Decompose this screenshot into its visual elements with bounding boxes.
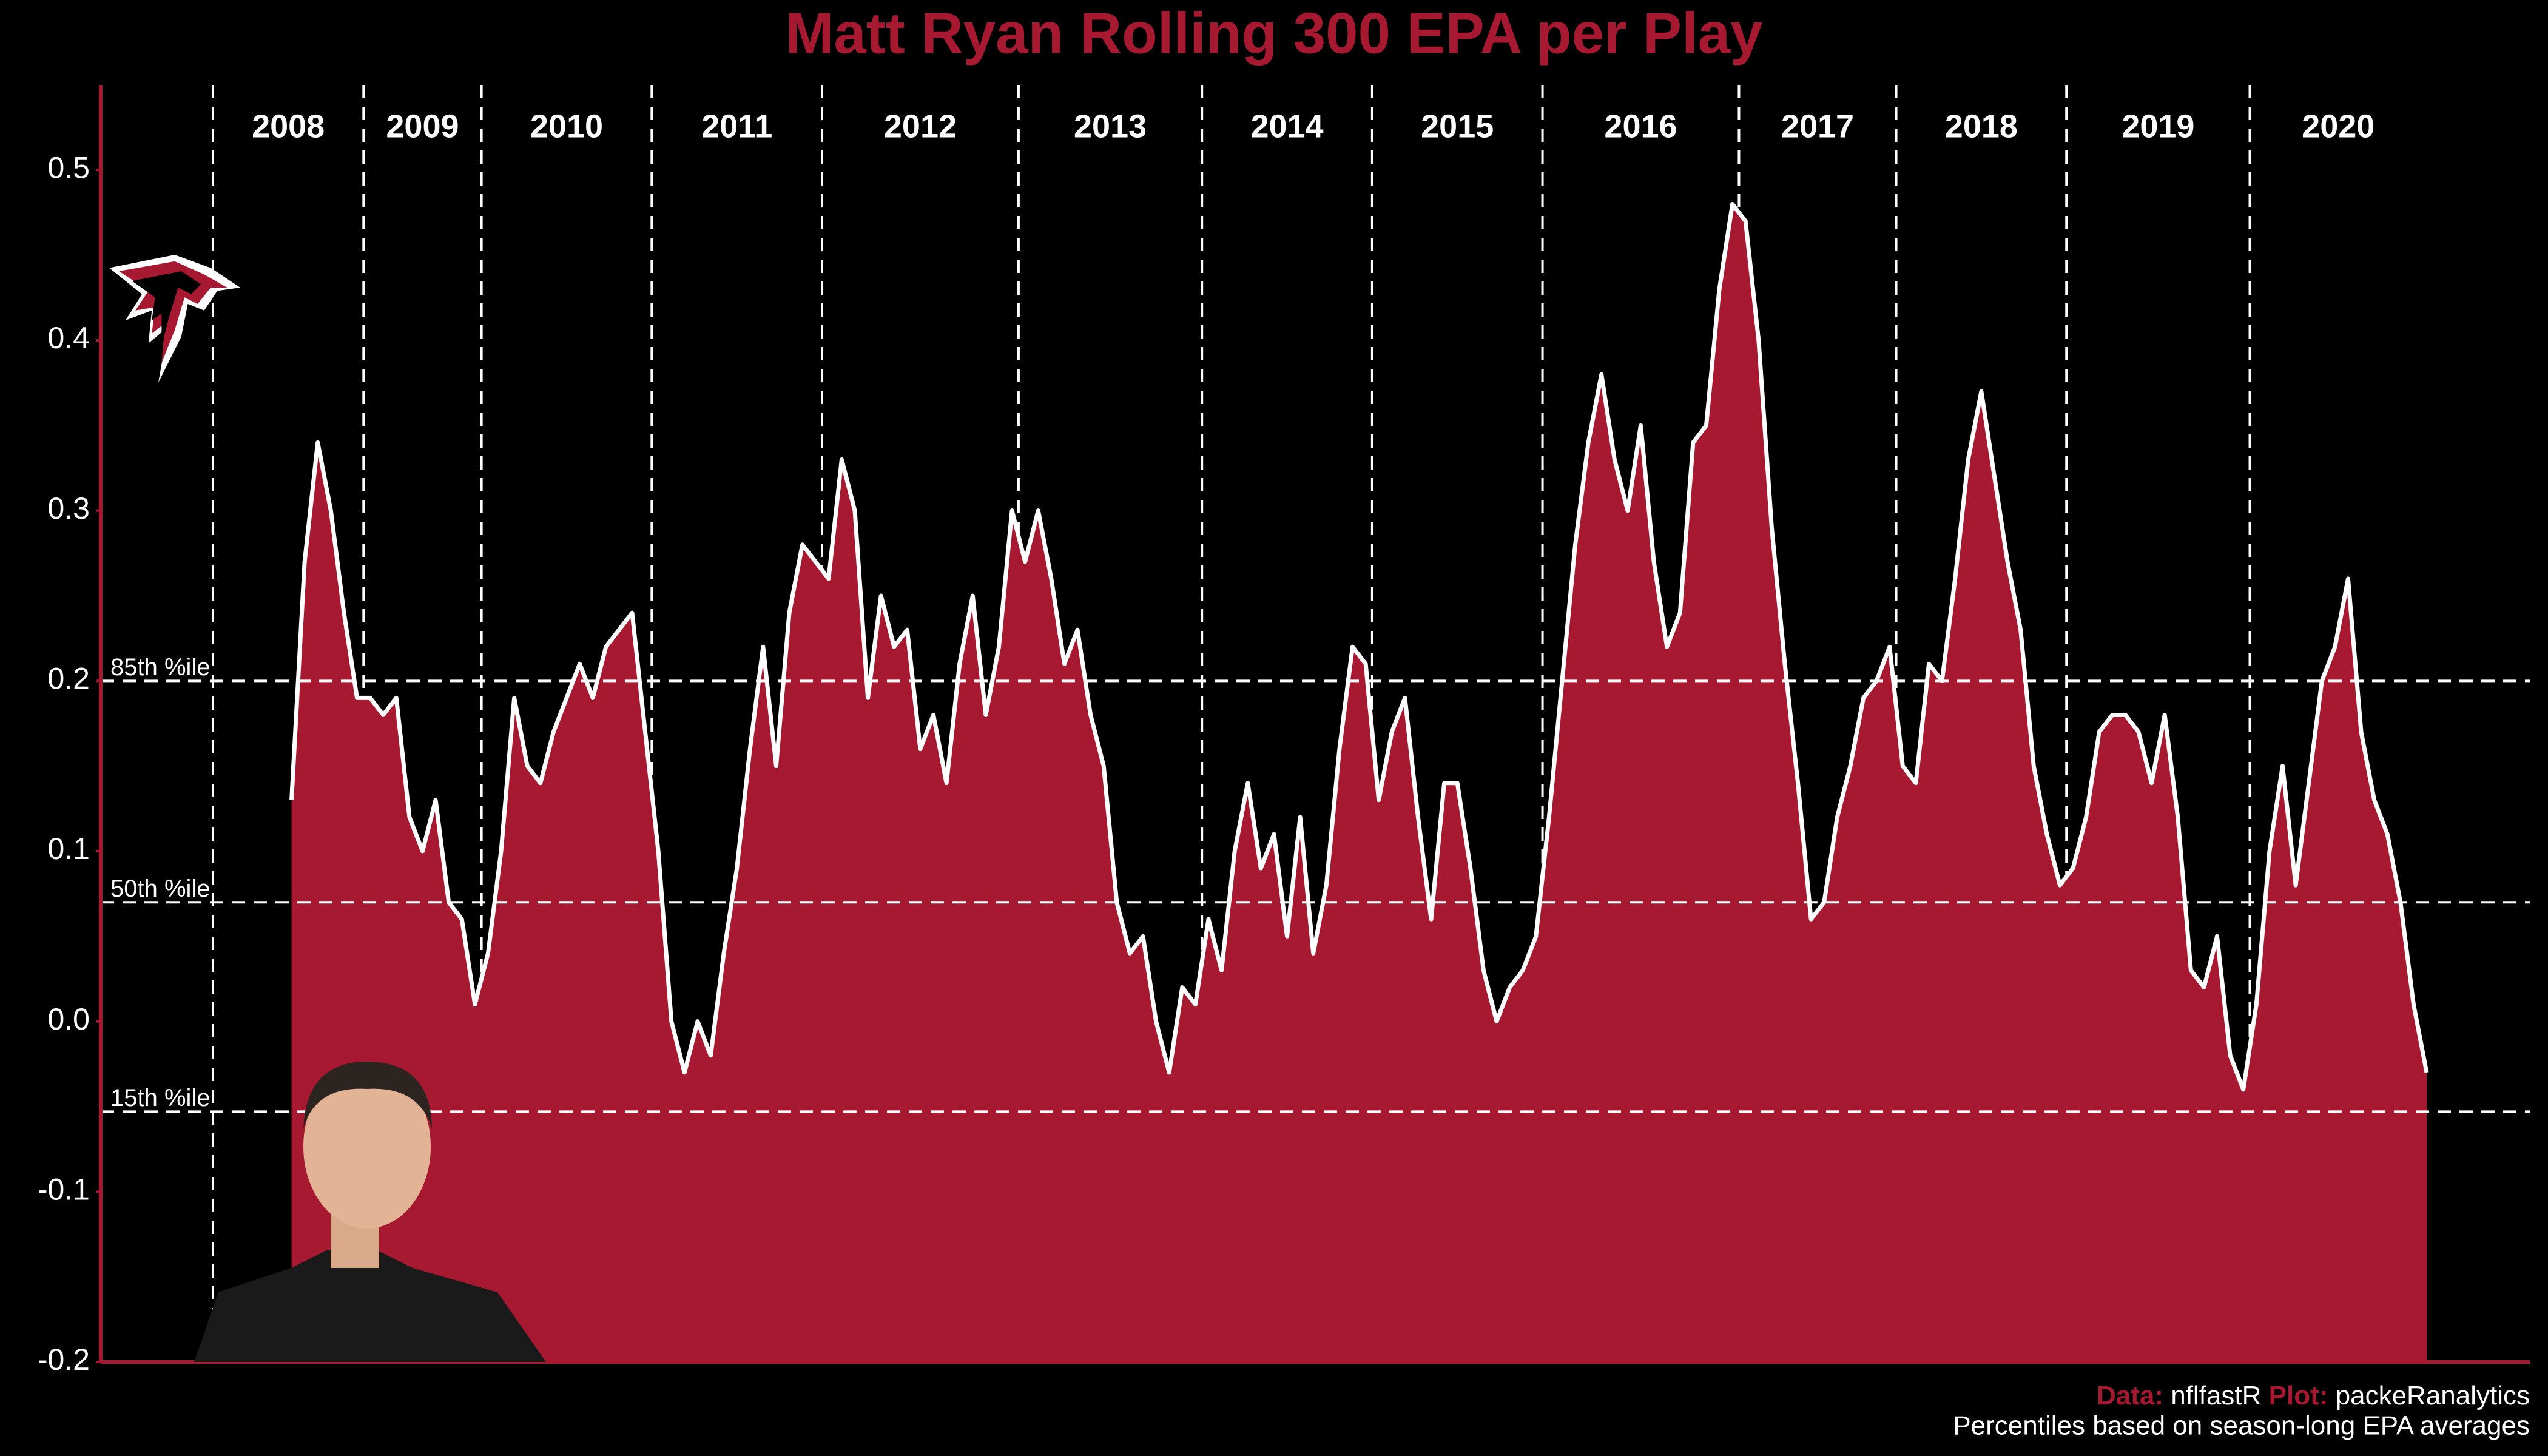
caption-note: Percentiles based on season-long EPA ave… bbox=[1953, 1411, 2530, 1441]
season-label: 2018 bbox=[1945, 108, 2018, 144]
caption-text: packeRanalytics bbox=[2336, 1381, 2530, 1410]
season-label: 2019 bbox=[2122, 108, 2194, 144]
season-label: 2009 bbox=[386, 108, 459, 144]
y-tick-label: 0.3 bbox=[47, 491, 90, 525]
y-tick-label: 0.1 bbox=[47, 832, 90, 866]
caption-label: Plot: bbox=[2269, 1381, 2328, 1410]
line bbox=[289, 201, 2429, 1092]
reference-label: 15th %ile bbox=[110, 1085, 211, 1111]
plot-area: 2008 2009 2010 2011 2012 2013 2014 2015 2016 2017… bbox=[99, 85, 2530, 1364]
y-tick-label: -0.2 bbox=[38, 1343, 90, 1377]
season-label: 2012 bbox=[884, 108, 957, 144]
y-tick-label: 0.2 bbox=[47, 662, 90, 696]
season-label: 2008 bbox=[252, 108, 325, 144]
season-label: 2017 bbox=[1781, 108, 1854, 144]
season-label: 2011 bbox=[701, 108, 772, 144]
season-label: 2020 bbox=[2302, 108, 2374, 144]
y-tick-label: 0.5 bbox=[47, 151, 90, 185]
season-label: 2015 bbox=[1421, 108, 1494, 144]
player-photo bbox=[194, 1062, 546, 1362]
team-logo bbox=[109, 255, 240, 383]
season-label: 2010 bbox=[530, 108, 603, 144]
area bbox=[291, 204, 2427, 1362]
caption-label: Data: bbox=[2097, 1381, 2163, 1410]
season-label: 2016 bbox=[1604, 108, 1677, 144]
season-label: 2014 bbox=[1250, 108, 1323, 144]
y-tick-label: -0.1 bbox=[38, 1173, 90, 1207]
reference-label: 85th %ile bbox=[110, 654, 211, 681]
y-tick-label: 0.0 bbox=[47, 1002, 90, 1036]
season-label: 2013 bbox=[1074, 108, 1147, 144]
chart-title: Matt Ryan Rolling 300 EPA per Play bbox=[785, 1, 1762, 66]
caption-text: nflfastR bbox=[2171, 1381, 2261, 1410]
reference-label: 50th %ile bbox=[110, 875, 211, 902]
y-tick-label: 0.4 bbox=[47, 321, 90, 355]
caption-credits: Data: nflfastR Plot: packeRanalytics bbox=[2097, 1381, 2530, 1410]
